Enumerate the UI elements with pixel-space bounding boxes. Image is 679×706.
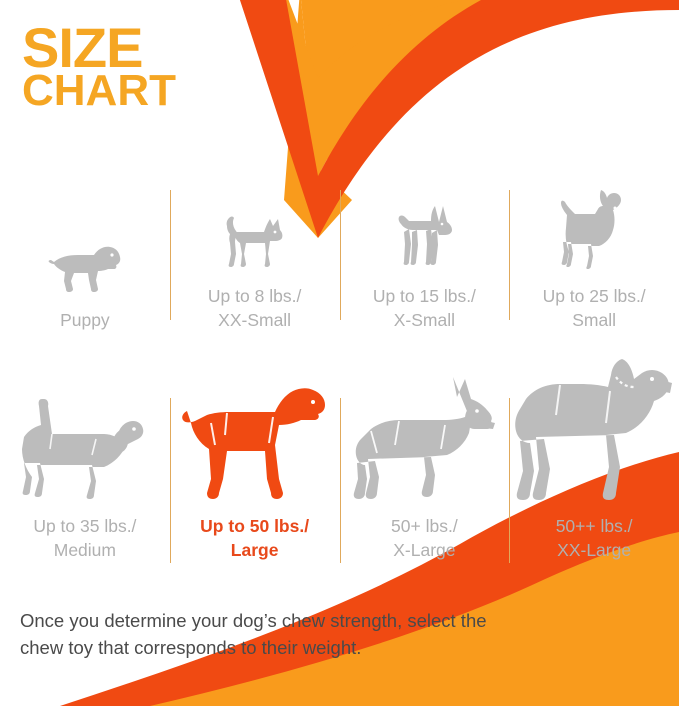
size-cell-label: 50+ lbs./ X-Large <box>391 516 458 560</box>
size-cell-xx-large[interactable]: 50++ lbs./ XX-Large <box>509 332 679 562</box>
size-cell-label: Up to 35 lbs./ Medium <box>33 516 137 560</box>
column-divider <box>169 190 171 320</box>
size-cell-medium[interactable]: Up to 35 lbs./ Medium <box>0 332 170 562</box>
size-cell-label: 50++ lbs./ XX-Large <box>555 516 633 560</box>
size-cell-label: Puppy <box>60 309 110 330</box>
beagle-silhouette <box>0 353 170 501</box>
labrador-silhouette <box>170 353 340 501</box>
chihuahua-silhouette <box>170 177 340 272</box>
size-cell-puppy[interactable]: Puppy <box>0 160 170 332</box>
terrier-silhouette <box>509 177 679 272</box>
size-cell-x-small[interactable]: Up to 15 lbs./ X-Small <box>340 160 510 332</box>
size-cell-label: Up to 25 lbs./ Small <box>542 286 646 330</box>
size-cell-small[interactable]: Up to 25 lbs./ Small <box>509 160 679 332</box>
page-title: SIZE CHART <box>22 16 176 116</box>
size-cell-large[interactable]: Up to 50 lbs./ Large <box>170 332 340 562</box>
size-cell-label: Up to 50 lbs./ Large <box>200 516 310 560</box>
size-grid: Puppy Up to 8 lbs./ XX-Small <box>0 160 679 563</box>
caption-text: Once you determine your dog’s chew stren… <box>20 610 487 658</box>
title-line-chart: CHART <box>22 66 176 116</box>
column-divider <box>339 190 341 320</box>
column-divider <box>509 190 511 320</box>
size-cell-x-large[interactable]: 50+ lbs./ X-Large <box>340 332 510 562</box>
top-swoosh-amber <box>301 0 533 168</box>
top-swoosh-amber-band <box>241 0 482 176</box>
size-row-2: Up to 35 lbs./ Medium Up to 50 lbs./ Lar… <box>0 332 679 563</box>
title-line-size: SIZE <box>22 16 143 79</box>
min-pin-silhouette <box>340 177 510 272</box>
size-cell-label: Up to 15 lbs./ X-Small <box>372 286 476 330</box>
size-row-1: Puppy Up to 8 lbs./ XX-Small <box>0 160 679 332</box>
shepherd-silhouette <box>340 353 510 501</box>
size-cell-xx-small[interactable]: Up to 8 lbs./ XX-Small <box>170 160 340 332</box>
great-dane-silhouette <box>509 353 679 501</box>
puppy-silhouette <box>0 201 170 296</box>
size-cell-label: Up to 8 lbs./ XX-Small <box>207 286 302 330</box>
